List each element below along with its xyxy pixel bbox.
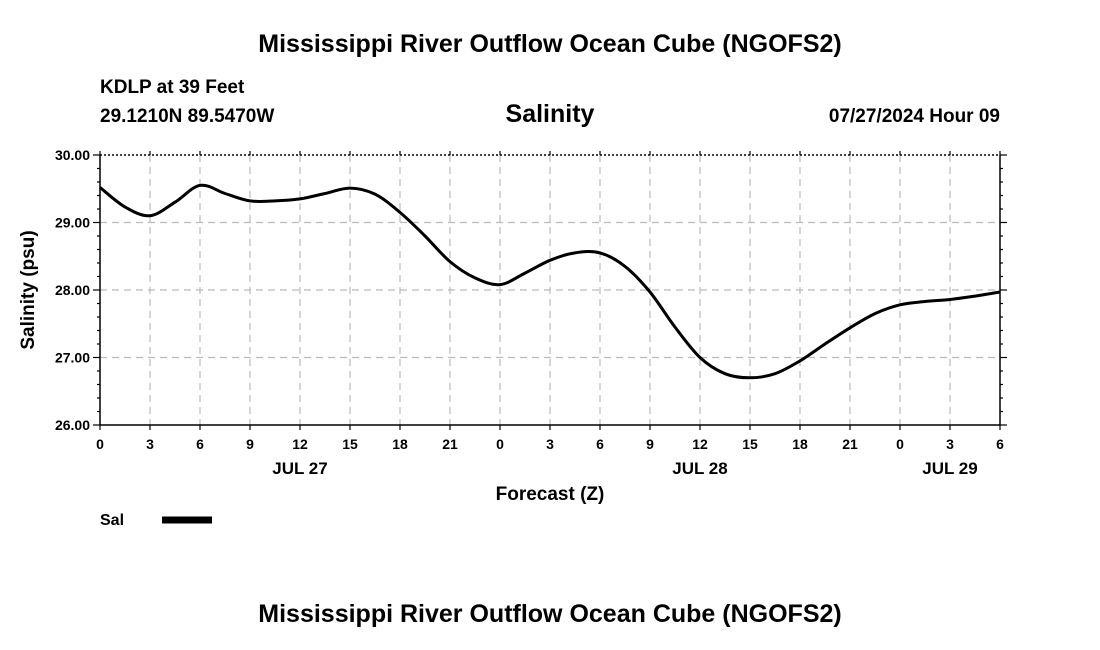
y-tick-label: 27.00 <box>55 350 90 366</box>
station-label: KDLP at 39 Feet <box>100 77 245 98</box>
legend-label: Sal <box>100 512 124 529</box>
y-tick-label: 30.00 <box>55 147 90 163</box>
station-coordinates: 29.1210N 89.5470W <box>100 106 275 127</box>
x-tick-label: 0 <box>496 436 504 452</box>
chart-title: Salinity <box>505 100 595 128</box>
y-tick-label: 26.00 <box>55 417 90 433</box>
x-tick-label: 21 <box>442 436 458 452</box>
x-tick-label: 12 <box>692 436 708 452</box>
x-tick-label: 0 <box>96 436 104 452</box>
footer-title: Mississippi River Outflow Ocean Cube (NG… <box>258 600 842 628</box>
x-axis-title: Forecast (Z) <box>496 484 605 505</box>
x-tick-label: 18 <box>392 436 408 452</box>
x-tick-label: 0 <box>896 436 904 452</box>
y-axis-title: Salinity (psu) <box>18 230 39 349</box>
forecast-timestamp: 07/27/2024 Hour 09 <box>828 106 1000 127</box>
x-tick-label: 9 <box>246 436 254 452</box>
date-label: JUL 28 <box>672 459 727 478</box>
date-label: JUL 29 <box>922 459 977 478</box>
series-line-sal <box>99 183 1001 380</box>
x-tick-label: 21 <box>842 436 858 452</box>
x-tick-label: 15 <box>742 436 758 452</box>
y-tick-label: 29.00 <box>55 215 90 231</box>
x-tick-label: 6 <box>996 436 1004 452</box>
x-tick-label: 3 <box>146 436 154 452</box>
x-tick-label: 18 <box>792 436 808 452</box>
x-tick-label: 6 <box>596 436 604 452</box>
date-label: JUL 27 <box>272 459 327 478</box>
x-tick-label: 3 <box>546 436 554 452</box>
x-tick-label: 9 <box>646 436 654 452</box>
x-tick-label: 12 <box>292 436 308 452</box>
main-title: Mississippi River Outflow Ocean Cube (NG… <box>258 30 842 58</box>
salinity-chart: 26.00 27.00 28.00 29.00 30.00 0 3 6 9 12 15 18 21 0 3 6… <box>18 147 1007 529</box>
y-tick-label: 28.00 <box>55 282 90 298</box>
x-tick-label: 3 <box>946 436 954 452</box>
x-tick-label: 15 <box>342 436 358 452</box>
x-tick-label: 6 <box>196 436 204 452</box>
